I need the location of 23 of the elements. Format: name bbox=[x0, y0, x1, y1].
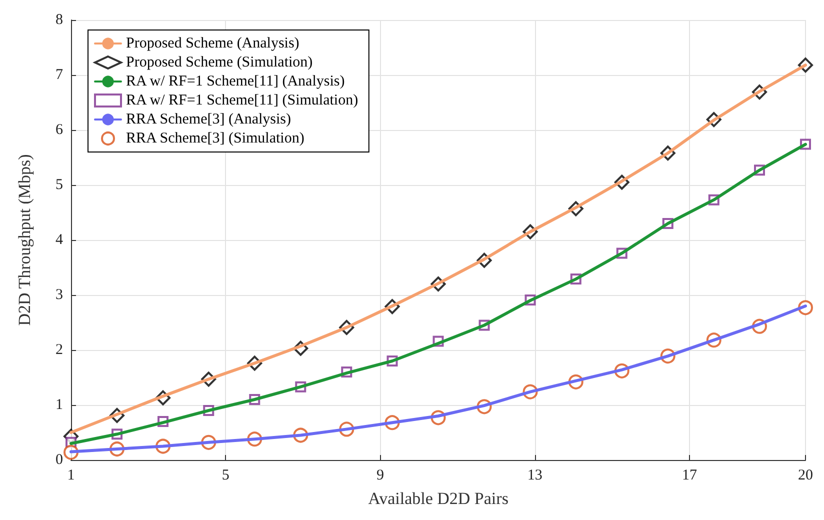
x-tick-label: 13 bbox=[527, 468, 542, 484]
x-tick-label: 1 bbox=[67, 468, 75, 484]
x-tick-label: 17 bbox=[682, 468, 698, 484]
legend-label: RA w/ RF=1 Scheme[11] (Analysis) bbox=[126, 74, 345, 90]
legend-label: RA w/ RF=1 Scheme[11] (Simulation) bbox=[126, 92, 358, 108]
legend-label: Proposed Scheme (Analysis) bbox=[126, 36, 300, 52]
y-tick-label: 8 bbox=[56, 12, 63, 28]
y-tick-label: 3 bbox=[56, 287, 63, 303]
x-tick-label: 9 bbox=[376, 468, 384, 484]
x-axis-title: Available D2D Pairs bbox=[368, 489, 508, 508]
y-tick-label: 4 bbox=[56, 232, 64, 248]
y-tick-label: 0 bbox=[56, 452, 63, 468]
y-tick-label: 5 bbox=[56, 177, 63, 193]
y-axis-title: D2D Throughput (Mbps) bbox=[15, 154, 34, 326]
x-tick-label: 5 bbox=[222, 468, 230, 484]
y-tick-label: 1 bbox=[56, 397, 63, 413]
x-tick-label: 20 bbox=[798, 468, 813, 484]
y-tick-label: 2 bbox=[56, 342, 63, 358]
legend-label: RRA Scheme[3] (Analysis) bbox=[126, 112, 291, 128]
legend-label: Proposed Scheme (Simulation) bbox=[126, 54, 313, 70]
y-tick-label: 6 bbox=[56, 122, 64, 138]
y-tick-label: 7 bbox=[56, 67, 64, 83]
legend-label: RRA Scheme[3] (Simulation) bbox=[126, 130, 304, 146]
